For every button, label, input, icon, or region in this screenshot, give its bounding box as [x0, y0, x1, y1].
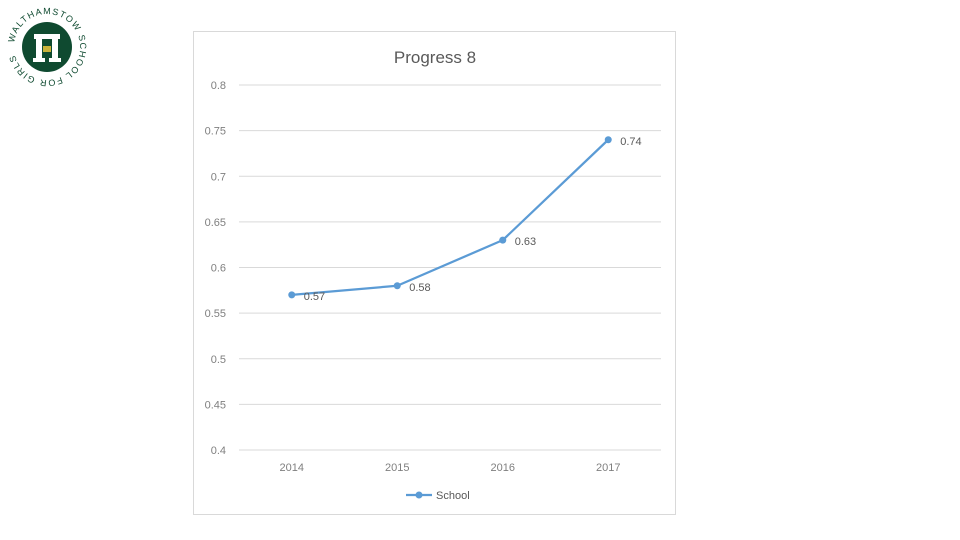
y-tick-label: 0.8 — [211, 80, 226, 92]
y-tick-label: 0.75 — [205, 126, 226, 138]
series-line — [291, 138, 610, 296]
x-tick-label: 2016 — [491, 462, 515, 474]
data-label: 0.63 — [515, 236, 536, 248]
y-tick-label: 0.5 — [211, 354, 226, 366]
data-label: 0.58 — [409, 282, 430, 294]
x-tick-label: 2014 — [280, 462, 304, 474]
data-label: 0.74 — [620, 136, 641, 148]
school-logo: WALTHAMSTOW SCHOOL FOR GIRLS — [2, 2, 92, 92]
data-label: 0.57 — [304, 291, 325, 303]
chart-area: Progress 8 0.4 0.45 0.5 0.55 0.6 0.65 0.7 0.75 0… — [193, 31, 676, 515]
progress-line-chart: Progress 8 0.4 0.45 0.5 0.55 0.6 0.65 0.7 0.75 0… — [205, 48, 661, 502]
y-tick-label: 0.55 — [205, 308, 226, 320]
chart-title: Progress 8 — [394, 48, 476, 67]
y-tick-label: 0.4 — [211, 445, 226, 457]
y-tick-label: 0.45 — [205, 399, 226, 411]
x-tick-label: 2017 — [596, 462, 620, 474]
y-tick-label: 0.6 — [211, 263, 226, 275]
data-point — [288, 291, 296, 299]
y-tick-label: 0.7 — [211, 171, 226, 183]
data-point — [499, 236, 507, 244]
legend-label: School — [436, 490, 470, 502]
y-tick-label: 0.65 — [205, 217, 226, 229]
school-crest-icon: WALTHAMSTOW SCHOOL FOR GIRLS — [4, 4, 90, 90]
x-tick-label: 2015 — [385, 462, 409, 474]
data-point — [393, 282, 401, 290]
data-point — [604, 136, 612, 144]
legend-point-marker — [415, 491, 423, 499]
